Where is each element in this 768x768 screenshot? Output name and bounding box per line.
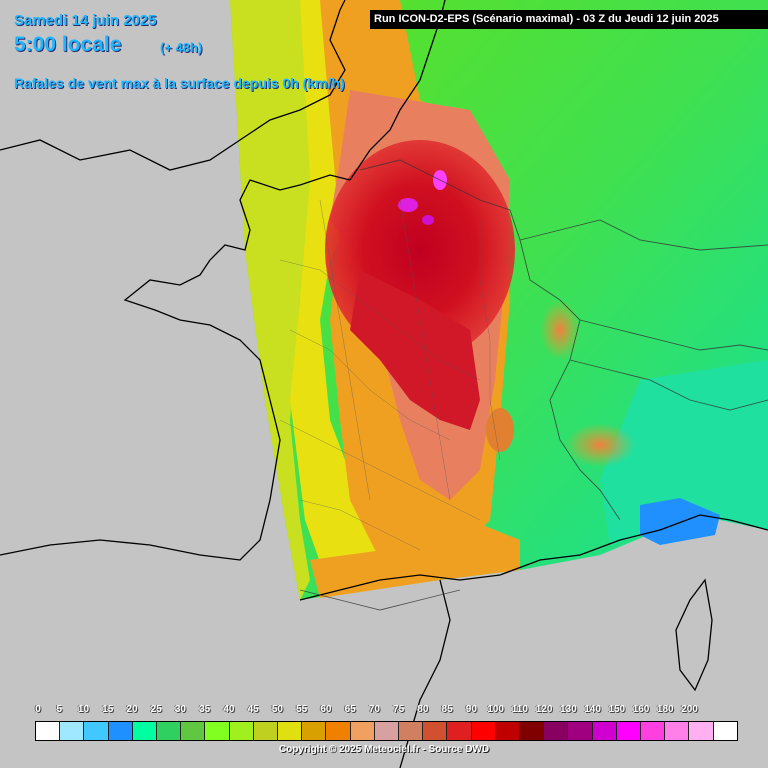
legend-label: 0: [35, 704, 41, 715]
legend-label: 130: [559, 704, 577, 715]
legend-swatch: [229, 722, 254, 740]
legend-label: 75: [393, 704, 405, 715]
model-domain: [230, 0, 768, 600]
legend-label: 150: [608, 704, 626, 715]
legend-swatch: [544, 722, 569, 740]
departments: [279, 199, 501, 551]
legend-label: 90: [465, 704, 477, 715]
legend-label: 85: [441, 704, 453, 715]
legend-label: 45: [247, 704, 259, 715]
legend-swatch: [84, 722, 109, 740]
legend-swatch: [495, 722, 521, 740]
legend-swatch: [471, 722, 496, 740]
legend-swatch: [302, 722, 327, 740]
forecast-local-time: 5:00 locale: [14, 33, 122, 56]
legend-swatch: [108, 722, 133, 740]
legend-swatch: [350, 722, 375, 740]
legend-label: 15: [102, 704, 114, 715]
legend-swatch: [713, 722, 737, 740]
legend-swatch: [374, 722, 400, 740]
legend-swatch: [399, 722, 424, 740]
legend-bar: [35, 721, 738, 741]
legend-swatch: [253, 722, 279, 740]
legend-label: 40: [223, 704, 235, 715]
run-info: Run ICON-D2-EPS (Scénario maximal) - 03 …: [370, 10, 768, 29]
legend-swatch: [616, 722, 642, 740]
legend-swatch: [278, 722, 303, 740]
legend-swatch: [60, 722, 85, 740]
forecast-lead-time: (+ 48h): [160, 40, 203, 55]
legend-swatch: [36, 722, 61, 740]
legend-label: 10: [77, 704, 90, 715]
forecast-date: Samedi 14 juin 2025: [14, 12, 157, 29]
legend-label: 25: [150, 704, 162, 715]
legend-label: 160: [632, 704, 650, 715]
legend-labels: 0 5 10 15 20 25 30 35 40 45 50 55 60 65 70 75 80 85 90 100 1…: [35, 704, 738, 718]
color-legend: 0 5 10 15 20 25 30 35 40 45 50 55 60 65 70 75 80 85 90 100 1…: [35, 704, 738, 742]
legend-label: 55: [296, 704, 308, 715]
borders: [299, 159, 768, 611]
legend-swatch: [689, 722, 714, 740]
legend-swatch: [568, 722, 593, 740]
legend-label: 30: [174, 704, 186, 715]
legend-swatch: [641, 722, 666, 740]
legend-label: 35: [199, 704, 211, 715]
legend-label: 20: [126, 704, 138, 715]
legend-swatch: [157, 722, 182, 740]
legend-label: 60: [320, 704, 332, 715]
legend-label: 180: [656, 704, 674, 715]
copyright: Copyright © 2025 Meteociel.fr - Source D…: [278, 744, 490, 755]
legend-label: 120: [535, 704, 553, 715]
legend-swatch: [447, 722, 472, 740]
legend-swatch: [181, 722, 206, 740]
legend-label: 100: [487, 704, 504, 715]
legend-label: 65: [344, 704, 356, 715]
legend-label: 50: [271, 704, 283, 715]
legend-swatch: [520, 722, 545, 740]
legend-swatch: [132, 722, 158, 740]
legend-label: 70: [368, 704, 380, 715]
legend-label: 200: [681, 704, 698, 715]
legend-swatch: [326, 722, 351, 740]
legend-swatch: [205, 722, 230, 740]
legend-label: 5: [56, 704, 63, 715]
legend-label: 140: [584, 704, 601, 715]
legend-swatch: [665, 722, 690, 740]
legend-label: 110: [511, 704, 528, 715]
legend-swatch: [592, 722, 617, 740]
legend-swatch: [423, 722, 448, 740]
map-description: Rafales de vent max à la surface depuis …: [14, 75, 345, 91]
legend-label: 80: [417, 704, 429, 715]
